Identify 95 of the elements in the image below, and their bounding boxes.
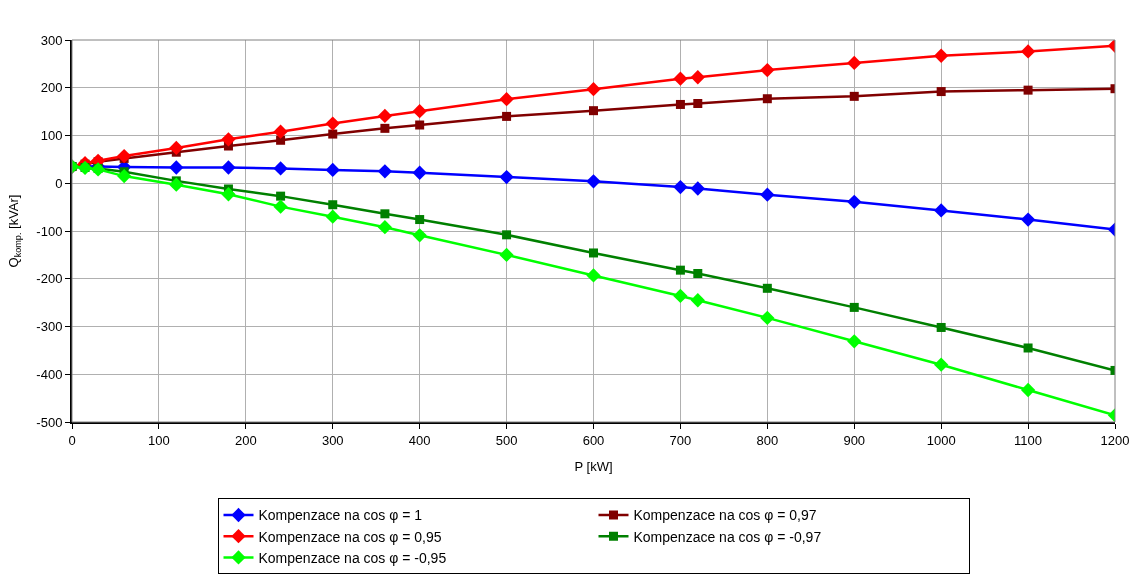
y-tick-label: -300 — [36, 319, 63, 335]
point — [675, 265, 685, 275]
point — [325, 162, 340, 178]
x-tick-label: 1000 — [926, 432, 956, 448]
y-tick-label: 0 — [55, 175, 63, 191]
point — [673, 288, 688, 304]
point — [221, 187, 236, 202]
legend-label: Kompenzace na cos φ = -0,95 — [258, 549, 447, 566]
point — [1020, 212, 1036, 227]
x-tick-label: 600 — [582, 432, 605, 448]
point — [169, 160, 184, 175]
point — [325, 209, 340, 224]
x-tick-label: 400 — [408, 432, 431, 448]
point — [499, 169, 514, 185]
point — [847, 55, 862, 71]
point — [499, 92, 514, 107]
point — [934, 357, 949, 372]
point — [1023, 85, 1033, 95]
point — [499, 247, 514, 263]
point — [221, 160, 236, 175]
point — [586, 174, 601, 189]
y-tick-label: -200 — [36, 271, 63, 287]
point — [934, 48, 949, 63]
point — [380, 123, 390, 133]
point — [847, 334, 862, 349]
point — [673, 179, 688, 195]
point — [760, 310, 775, 326]
point — [586, 82, 601, 97]
point — [589, 106, 598, 116]
point — [273, 161, 288, 176]
point — [936, 87, 946, 97]
x-tick-label: 900 — [843, 432, 866, 448]
y-tick-label: 100 — [40, 128, 63, 144]
legend-label: Kompenzace na cos φ = 0,97 — [633, 507, 817, 524]
point — [936, 322, 946, 332]
point — [502, 111, 512, 121]
y-tick-label: -500 — [36, 414, 63, 430]
point — [276, 191, 286, 201]
point — [328, 129, 338, 139]
legend-label: Kompenzace na cos φ = 0,95 — [258, 528, 442, 545]
x-tick-label: 0 — [68, 432, 76, 448]
point — [1020, 44, 1036, 59]
x-tick-label: 700 — [669, 432, 692, 448]
point — [415, 215, 425, 225]
point — [415, 120, 425, 130]
point — [675, 99, 685, 109]
point — [412, 228, 427, 243]
point — [693, 269, 703, 278]
point — [693, 99, 703, 109]
point — [690, 70, 705, 85]
point — [690, 293, 705, 308]
point — [673, 71, 688, 86]
legend-label: Kompenzace na cos φ = 1 — [258, 507, 423, 524]
x-tick-label: 800 — [756, 432, 779, 448]
x-tick-label: 500 — [495, 432, 518, 448]
point — [762, 94, 772, 104]
point — [328, 200, 338, 210]
point — [934, 203, 949, 218]
point — [760, 187, 775, 202]
y-tick-label: -400 — [36, 366, 63, 382]
point — [221, 132, 236, 147]
point — [1020, 382, 1036, 398]
y-tick-label: 300 — [40, 32, 63, 48]
point — [412, 165, 427, 180]
point — [377, 164, 393, 179]
point — [273, 199, 288, 214]
point — [169, 177, 184, 192]
point — [760, 62, 775, 78]
x-tick-label: 1100 — [1014, 432, 1043, 448]
point — [377, 108, 393, 124]
point — [169, 140, 184, 156]
x-tick-label: 200 — [234, 432, 257, 448]
legend-label: Kompenzace na cos φ = -0,97 — [633, 528, 822, 545]
point — [412, 104, 427, 119]
point — [849, 91, 859, 101]
point — [502, 230, 512, 240]
point — [380, 209, 390, 219]
x-tick-label: 1200 — [1100, 432, 1130, 448]
point — [377, 220, 393, 235]
point — [273, 124, 288, 139]
point — [325, 116, 340, 131]
point — [117, 148, 132, 164]
x-tick-label: 300 — [321, 432, 344, 448]
point — [117, 168, 132, 184]
x-tick-label: 100 — [148, 432, 170, 448]
point — [589, 248, 598, 258]
point — [847, 194, 862, 210]
point — [762, 283, 772, 293]
x-axis-title: P [kW] — [574, 458, 613, 474]
y-tick-label: -100 — [36, 223, 63, 239]
y-tick-label: 200 — [40, 80, 63, 96]
point — [690, 181, 705, 196]
point — [586, 268, 601, 283]
point — [849, 302, 859, 312]
point — [1023, 343, 1033, 353]
